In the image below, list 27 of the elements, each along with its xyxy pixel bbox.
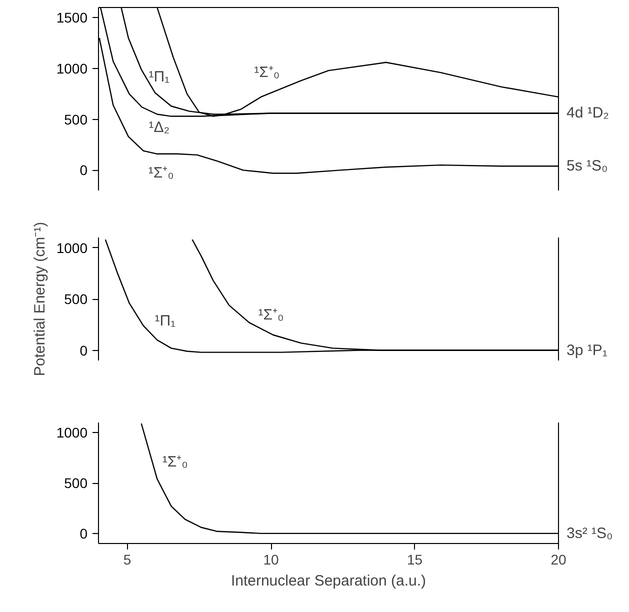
y-tick-label: 0 bbox=[80, 342, 88, 358]
series-label: ¹Σ⁺₀ bbox=[254, 64, 280, 82]
y-tick-label: 1500 bbox=[56, 10, 88, 26]
y-tick-label: 1000 bbox=[56, 424, 88, 441]
series-label: ¹Δ₂ bbox=[148, 118, 170, 136]
y-tick-label: 500 bbox=[64, 475, 88, 491]
text: 3p ¹P₁ bbox=[566, 342, 608, 359]
text: 3s² ¹S₀ bbox=[566, 524, 613, 542]
series-label: ¹Π₁ bbox=[148, 68, 170, 86]
x-tick-label: 5 bbox=[123, 552, 132, 568]
series-label: ¹Σ⁺₀ bbox=[258, 306, 284, 324]
series-label: ¹Π₁ bbox=[154, 312, 176, 330]
text: 5s ¹S₀ bbox=[566, 158, 608, 175]
x-tick-label: 20 bbox=[550, 552, 566, 568]
series-label: ¹Σ⁺₀ bbox=[148, 164, 174, 182]
y-tick-label: 1000 bbox=[56, 60, 88, 76]
y-tick-label: 500 bbox=[64, 111, 88, 128]
x-tick-label: 15 bbox=[406, 552, 423, 568]
y-tick-label: 500 bbox=[64, 291, 88, 307]
x-axis-title: Internuclear Separation (a.u.) bbox=[230, 572, 426, 590]
y-tick-label: 0 bbox=[80, 162, 88, 178]
x-tick-label: 10 bbox=[263, 552, 279, 568]
text: 4d ¹D₂ bbox=[566, 104, 610, 122]
y-axis-title: Potential Energy (cm⁻¹) bbox=[31, 222, 48, 376]
y-tick-label: 0 bbox=[80, 525, 88, 542]
series-label: ¹Σ⁺₀ bbox=[162, 453, 188, 470]
y-tick-label: 1000 bbox=[56, 240, 88, 256]
